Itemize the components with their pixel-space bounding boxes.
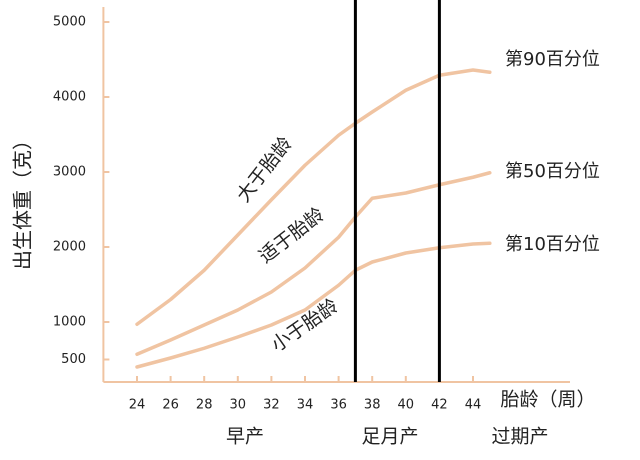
annotation: 大于胎龄 xyxy=(233,133,297,206)
x-tick-label: 32 xyxy=(263,398,280,413)
y-tick-label: 4000 xyxy=(53,90,86,105)
y-tick-label: 2000 xyxy=(53,240,86,255)
region-label: 早产 xyxy=(226,426,264,448)
x-tick-label: 28 xyxy=(196,398,213,413)
y-axis-label: 出生体重（克） xyxy=(11,130,35,270)
x-tick-label: 26 xyxy=(162,398,179,413)
data-line xyxy=(135,68,492,326)
x-tick-label: 42 xyxy=(431,398,448,413)
annotation: 小于胎龄 xyxy=(267,295,342,357)
series-label: 第50百分位 xyxy=(505,161,600,182)
x-tick-label: 24 xyxy=(129,398,146,413)
series-label: 第90百分位 xyxy=(505,49,600,70)
y-tick-label: 1000 xyxy=(53,315,86,330)
y-tick-label: 5000 xyxy=(53,15,86,30)
x-tick-label: 36 xyxy=(330,398,347,413)
x-tick-label: 38 xyxy=(364,398,381,413)
x-axis-label: 胎龄（周） xyxy=(500,389,595,411)
series-label: 第10百分位 xyxy=(505,234,600,255)
x-tick-label: 44 xyxy=(465,398,482,413)
region-label: 过期产 xyxy=(491,426,548,448)
x-tick-label: 40 xyxy=(398,398,415,413)
y-tick-label: 3000 xyxy=(53,165,86,180)
region-label: 足月产 xyxy=(361,426,418,448)
x-tick-label: 34 xyxy=(297,398,314,413)
x-tick-label: 30 xyxy=(230,398,247,413)
y-tick-label: 500 xyxy=(61,352,86,367)
